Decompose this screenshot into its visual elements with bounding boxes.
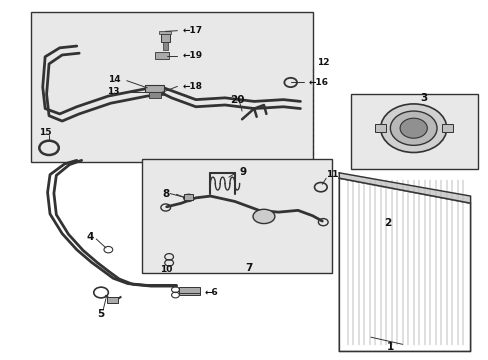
Text: 11: 11 [325, 170, 338, 179]
Bar [144, 85, 164, 93]
Text: 9: 9 [239, 167, 246, 177]
Text: 7: 7 [245, 262, 252, 273]
Bar [374, 124, 385, 132]
Text: ←16: ←16 [308, 78, 328, 87]
Text: 3: 3 [420, 93, 427, 103]
Bar [30, 12, 312, 162]
Circle shape [380, 104, 446, 153]
Text: ←18: ←18 [182, 82, 202, 91]
Bar [351, 94, 477, 169]
Text: 13: 13 [106, 87, 119, 96]
Bar [183, 194, 193, 200]
Text: 5: 5 [97, 309, 104, 319]
Polygon shape [339, 173, 469, 203]
Bar [107, 297, 118, 303]
Text: 10: 10 [160, 265, 173, 274]
Text: 20: 20 [230, 95, 244, 105]
Bar [142, 158, 331, 273]
Text: 15: 15 [39, 129, 51, 138]
Text: 4: 4 [86, 232, 93, 242]
Bar [148, 92, 161, 98]
Text: 14: 14 [108, 75, 120, 84]
Text: 2: 2 [384, 218, 391, 228]
Bar [161, 33, 169, 42]
Text: ←19: ←19 [182, 51, 202, 60]
Bar [163, 42, 167, 50]
Bar [441, 124, 452, 132]
Text: 1: 1 [386, 342, 393, 352]
Circle shape [183, 194, 193, 202]
Bar [154, 52, 169, 59]
Text: ←6: ←6 [204, 288, 218, 297]
Text: 8: 8 [163, 189, 170, 199]
Ellipse shape [252, 209, 274, 224]
Bar [159, 31, 171, 34]
Text: ←17: ←17 [182, 26, 202, 35]
Text: 12: 12 [317, 58, 329, 67]
Bar [179, 287, 200, 295]
Circle shape [399, 118, 427, 138]
Circle shape [389, 111, 436, 145]
